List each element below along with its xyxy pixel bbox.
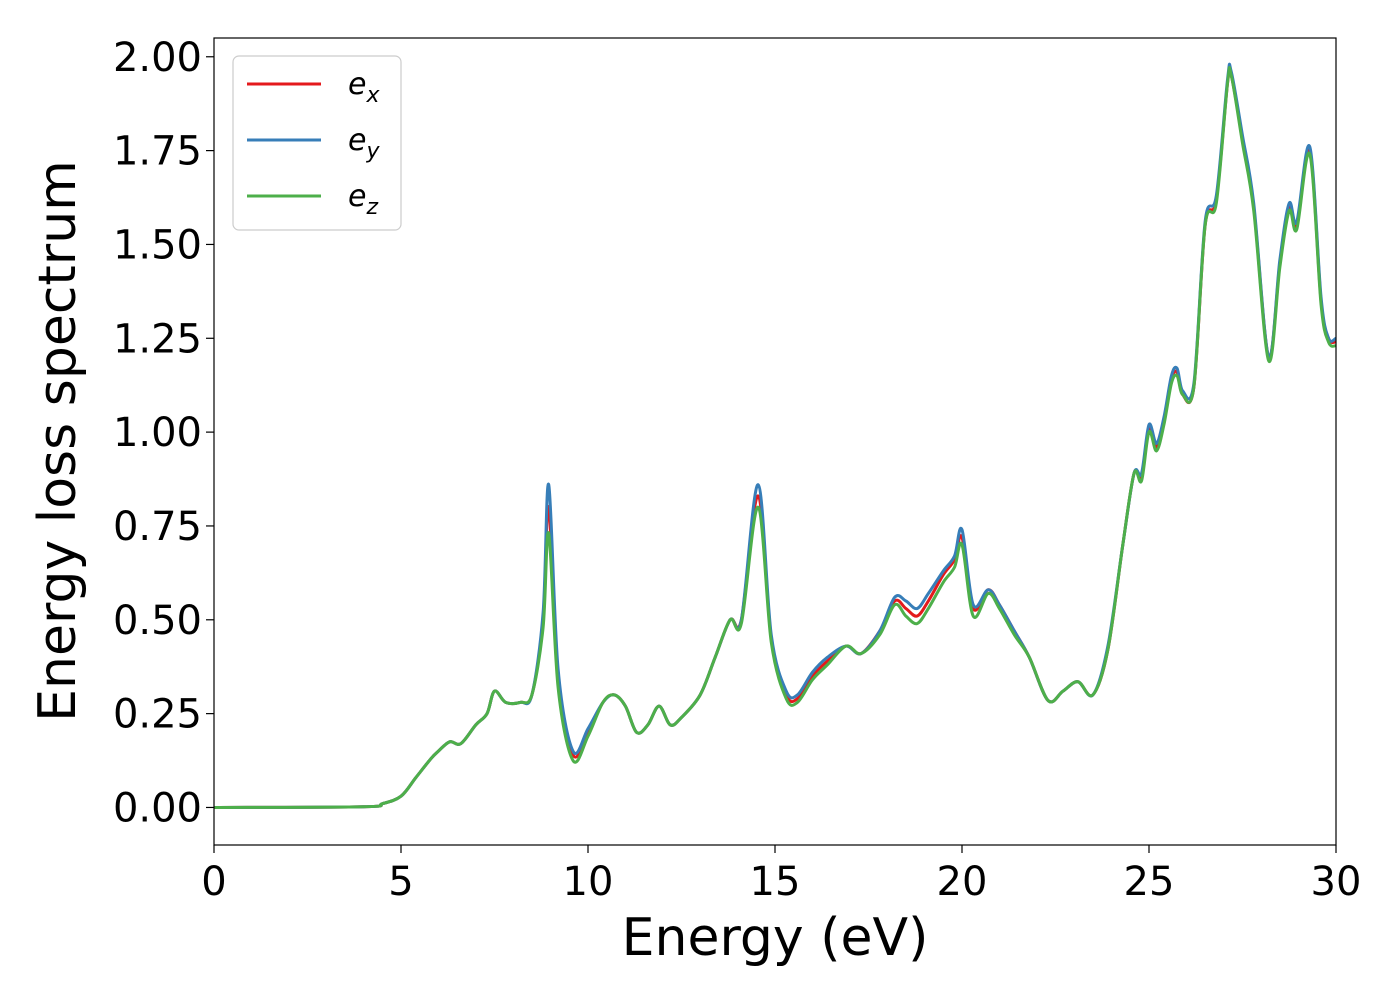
y-axis-label: Energy loss spectrum xyxy=(28,160,88,722)
y-tick-label: 2.00 xyxy=(113,35,202,81)
y-tick-label: 1.00 xyxy=(113,410,202,456)
x-axis-label: Energy (eV) xyxy=(622,908,929,968)
x-axis: 0 5 10 15 20 25 30 xyxy=(201,845,1361,905)
x-tick-label: 25 xyxy=(1124,859,1175,905)
y-tick-label: 0.25 xyxy=(113,692,202,738)
legend-label: ez xyxy=(348,179,378,220)
x-tick-label: 5 xyxy=(388,859,413,905)
x-tick-label: 0 xyxy=(201,859,226,905)
series-layer xyxy=(214,62,1336,809)
y-tick-label: 1.25 xyxy=(113,316,202,362)
y-tick-label: 0.75 xyxy=(113,504,202,550)
legend-box xyxy=(232,55,402,231)
x-tick-label: 15 xyxy=(750,859,801,905)
y-tick-label: 0.50 xyxy=(113,598,202,644)
y-axis: 0.00 0.25 0.50 0.75 1.00 1.25 1.50 1.75 2.00 xyxy=(113,35,214,831)
x-tick-label: 10 xyxy=(563,859,614,905)
y-tick-label: 0.00 xyxy=(113,785,202,831)
x-tick-label: 30 xyxy=(1311,859,1362,905)
y-tick-label: 1.50 xyxy=(113,222,202,268)
legend-label: ey xyxy=(348,123,380,164)
legend-label: ex xyxy=(348,67,380,108)
legend: ex ey ez xyxy=(232,55,402,231)
series-line-ez xyxy=(214,66,1336,809)
x-tick-label: 20 xyxy=(937,859,988,905)
y-tick-label: 1.75 xyxy=(113,129,202,175)
